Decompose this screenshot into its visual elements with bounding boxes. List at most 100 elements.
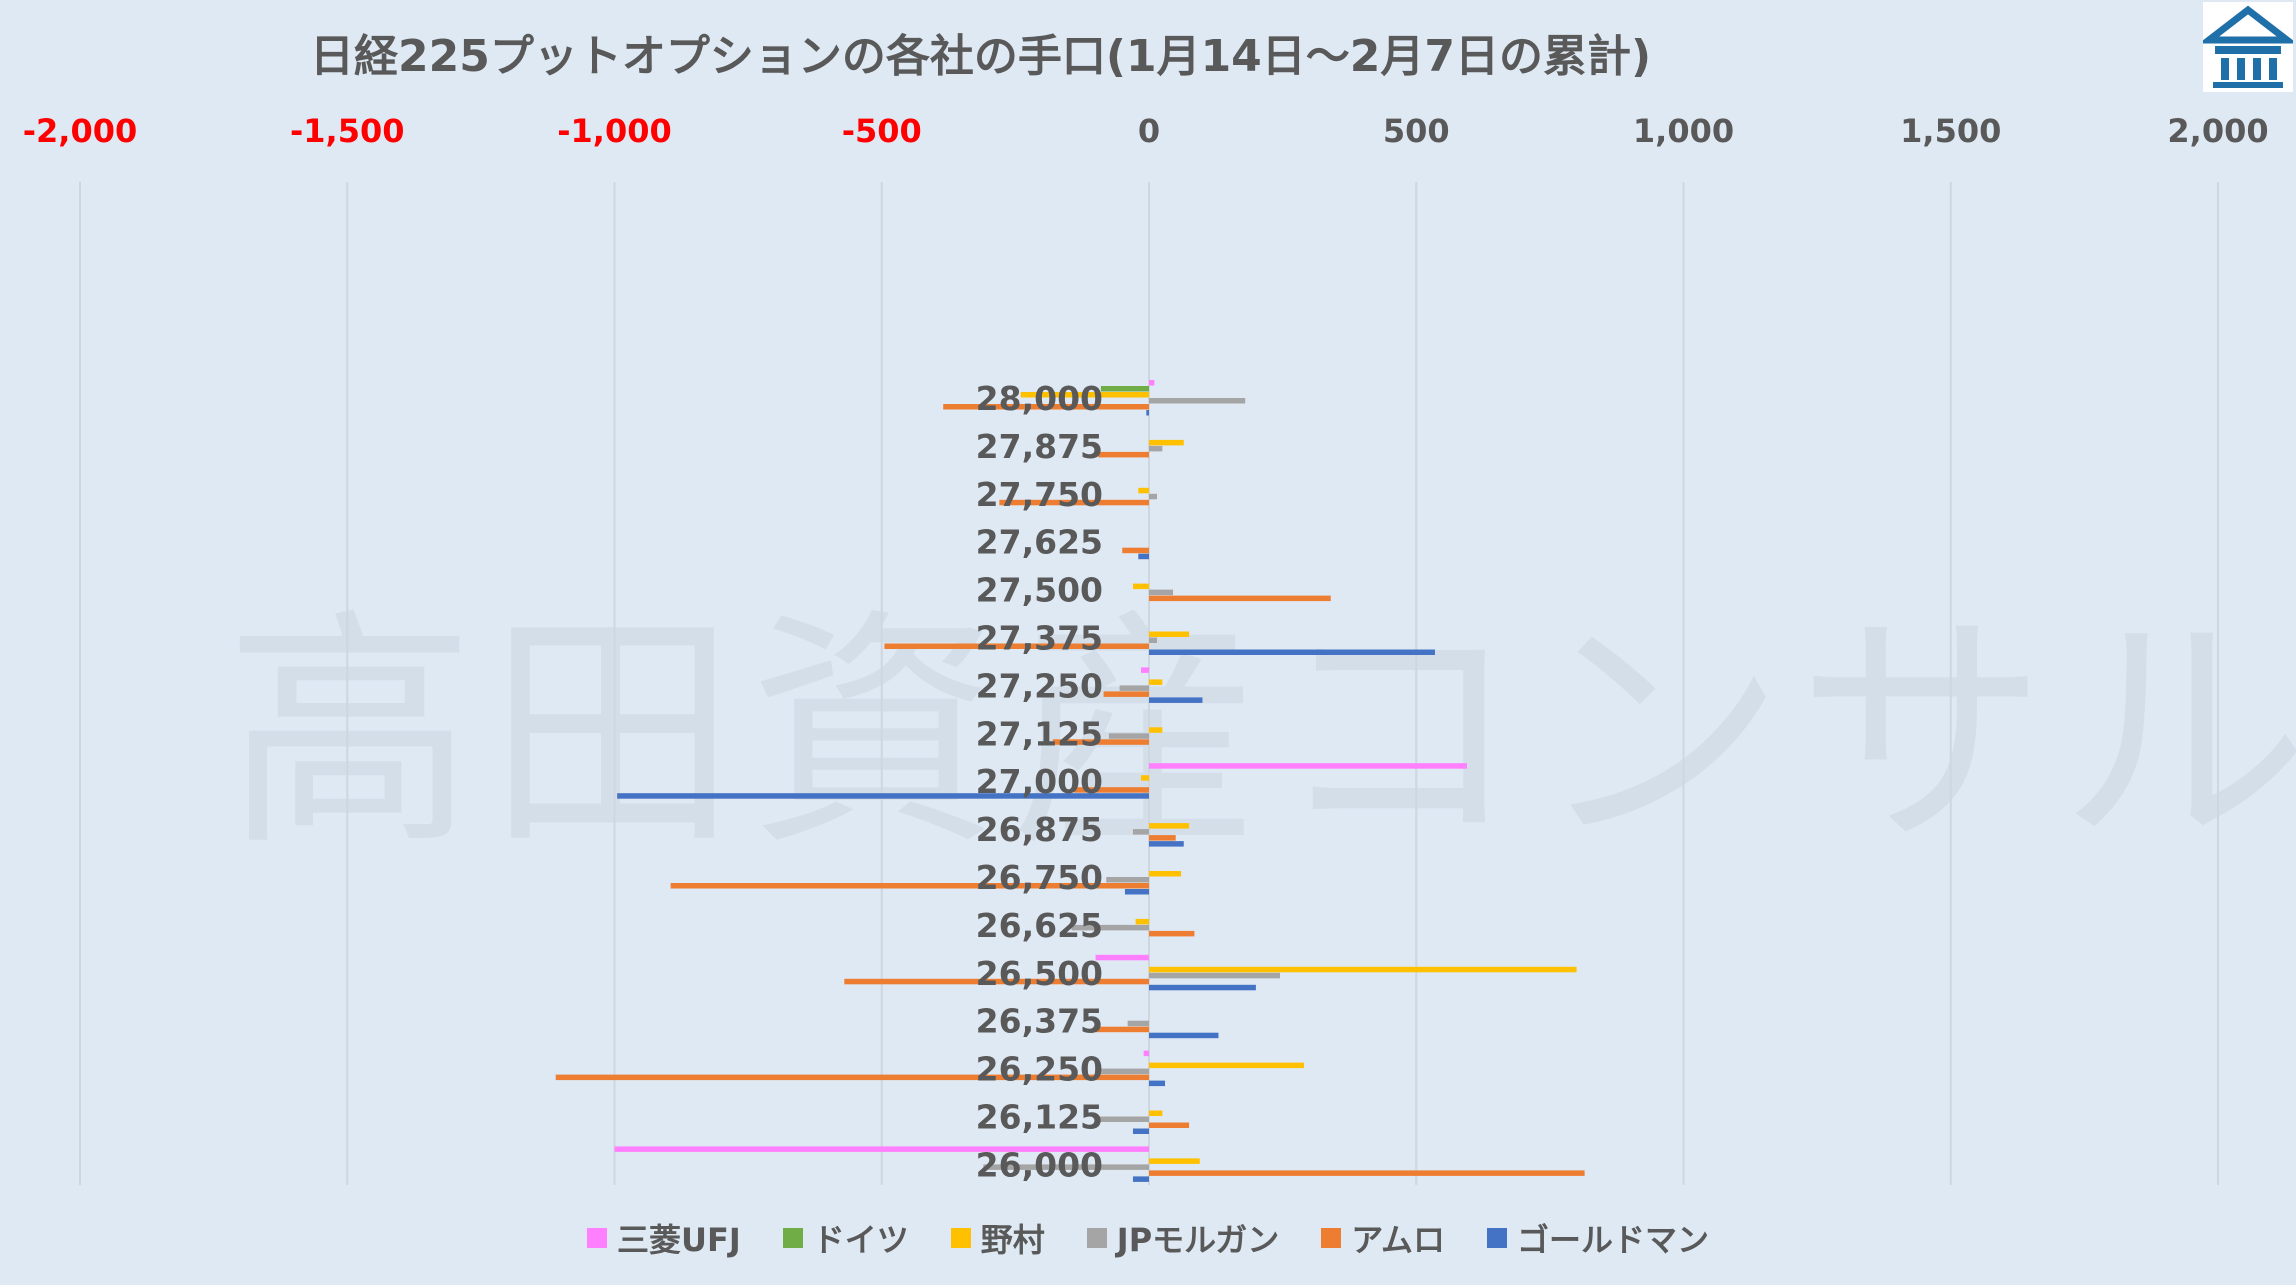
bar: [1149, 984, 1256, 991]
category-label: 26,125: [976, 1098, 1103, 1137]
x-tick-label: -500: [842, 112, 922, 150]
bar: [1149, 1080, 1166, 1087]
legend-label: アムロ: [1351, 1221, 1445, 1259]
category-labels: 28,000 27,875 27,750 27,625 27,500 27,375 27,2…: [976, 379, 1103, 1184]
bar: [1149, 445, 1163, 452]
bar: [1149, 871, 1182, 877]
bar: [1092, 1026, 1149, 1033]
legend-item: 野村: [950, 1215, 1045, 1261]
bar: [1149, 841, 1184, 847]
bar: [1149, 972, 1280, 979]
legend-swatch: [1486, 1228, 1507, 1248]
bar: [617, 793, 1149, 799]
bar: [1132, 1128, 1149, 1134]
bar: [1138, 553, 1149, 560]
bar: [1149, 493, 1158, 500]
bar: [983, 1164, 1149, 1170]
bar: [1098, 451, 1149, 458]
category-label: 27,625: [976, 523, 1103, 562]
bar: [1149, 649, 1435, 655]
bar: [1149, 697, 1203, 703]
bar: [1149, 595, 1331, 602]
legend-swatch: [1086, 1228, 1107, 1248]
category-label: 26,875: [976, 810, 1103, 849]
category-label: 26,250: [976, 1050, 1103, 1089]
bar: [1149, 930, 1195, 937]
bar: [614, 1146, 1149, 1152]
bar: [1146, 410, 1149, 416]
bar: [1020, 392, 1149, 398]
bar: [1127, 1020, 1149, 1027]
legend-swatch: [782, 1228, 803, 1248]
legend-label: ゴールドマン: [1516, 1221, 1709, 1259]
x-tick-label: 1,000: [1633, 112, 1734, 150]
bar: [844, 978, 1149, 985]
bar: [555, 1074, 1149, 1081]
category-label: 27,875: [976, 427, 1103, 466]
building-icon: [2203, 2, 2293, 92]
bar: [1149, 835, 1176, 841]
bar: [1132, 1176, 1149, 1182]
legend-swatch: [1321, 1228, 1342, 1248]
category-label: 26,000: [976, 1145, 1103, 1184]
category-label: 27,500: [976, 571, 1103, 610]
bar: [884, 643, 1149, 649]
category-label: 26,375: [976, 1002, 1103, 1041]
category-label: 26,750: [976, 858, 1103, 897]
bar: [1140, 775, 1149, 781]
bar: [1119, 685, 1149, 691]
bar: [1132, 829, 1149, 835]
bar: [1052, 739, 1149, 745]
bar: [1095, 954, 1149, 961]
bar: [1149, 631, 1190, 637]
x-tick-label: -2,000: [23, 112, 138, 150]
bar: [1143, 1050, 1149, 1057]
legend-item: JPモルガン: [1086, 1215, 1280, 1261]
bar: [1149, 380, 1155, 386]
x-tick-label: 1,500: [1900, 112, 2001, 150]
legend-item: ゴールドマン: [1486, 1215, 1709, 1261]
x-tick-label: 2,000: [2167, 112, 2268, 150]
bar: [1149, 679, 1163, 685]
category-label: 27,250: [976, 666, 1103, 705]
bar: [1149, 398, 1246, 404]
bar: [1124, 889, 1149, 895]
bar: [1140, 667, 1149, 673]
bar: [1149, 1062, 1305, 1069]
bar: [1074, 787, 1149, 793]
category-label: 27,750: [976, 475, 1103, 514]
bar-chart-plot: -2,000 -1,500 -1,000 -500 0 500 1,000 1,500 2,00…: [23, 112, 2269, 1185]
bar: [1149, 763, 1468, 769]
bar: [1135, 918, 1149, 925]
legend-item: アムロ: [1321, 1215, 1445, 1261]
legend-item: 三菱UFJ: [587, 1215, 741, 1261]
bar: [1132, 583, 1149, 590]
bar: [1149, 1170, 1585, 1176]
x-tick-label: -1,000: [557, 112, 672, 150]
legend-label: 三菱UFJ: [617, 1221, 741, 1259]
bar: [1149, 589, 1174, 596]
x-tick-label: 0: [1138, 112, 1160, 150]
bar: [1108, 733, 1149, 739]
bar: [1149, 727, 1163, 733]
bar: [1149, 1110, 1163, 1116]
bar: [1106, 877, 1149, 883]
bar: [999, 499, 1149, 506]
bar: [1149, 1032, 1219, 1039]
category-label: 27,000: [976, 762, 1103, 801]
bar: [1149, 966, 1577, 973]
legend-label: JPモルガン: [1116, 1221, 1280, 1259]
bar: [1071, 924, 1149, 931]
bar: [1098, 1068, 1149, 1075]
category-label: 27,125: [976, 714, 1103, 753]
bar: [943, 404, 1149, 410]
legend-swatch: [587, 1228, 607, 1248]
legend-label: ドイツ: [812, 1221, 909, 1259]
legend-swatch: [950, 1228, 971, 1248]
legend: 三菱UFJ ドイツ 野村 JPモルガン アムロ ゴールドマン: [0, 1215, 2296, 1261]
bar: [1100, 386, 1149, 392]
bar: [1149, 1158, 1200, 1164]
x-tick-label: 500: [1383, 112, 1450, 150]
category-label: 28,000: [976, 379, 1103, 418]
chart-title: 日経225プットオプションの各社の手口(1月14日～2月7日の累計): [310, 31, 1652, 82]
